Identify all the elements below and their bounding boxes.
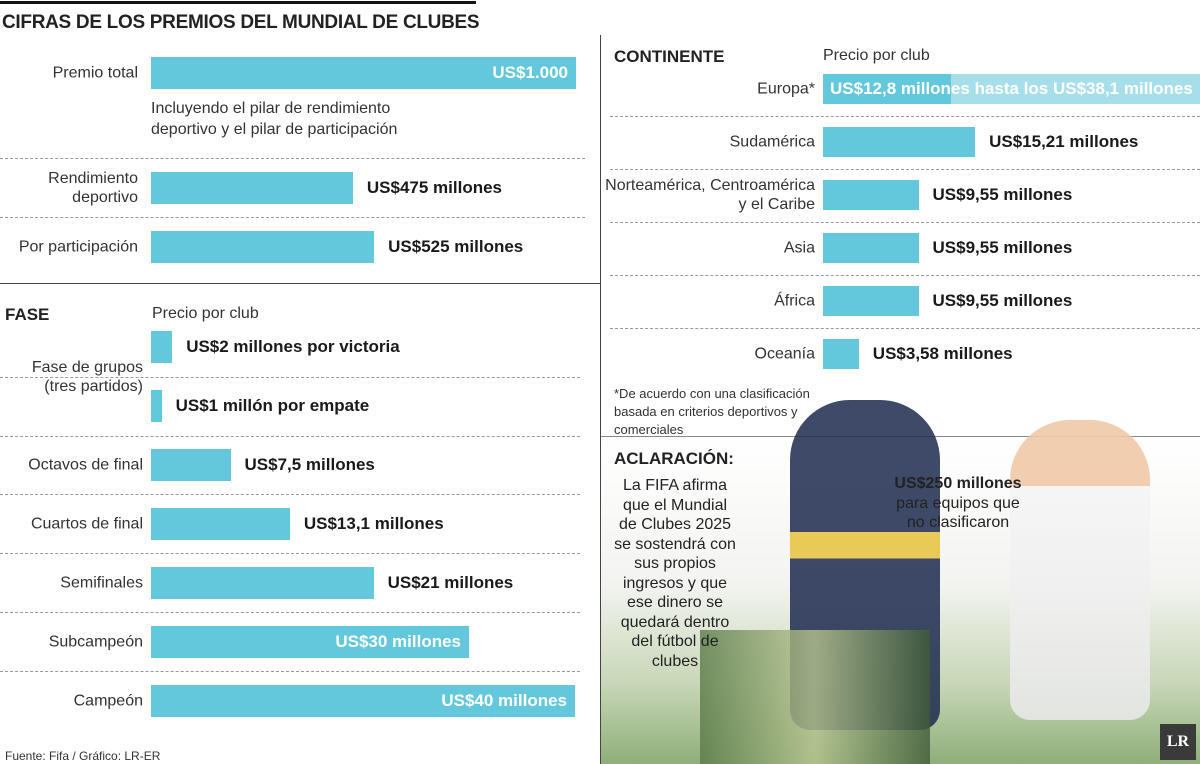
separator bbox=[610, 116, 1200, 117]
separator bbox=[0, 436, 580, 437]
value-label: US$9,55 millones bbox=[932, 291, 1073, 310]
separator bbox=[0, 158, 585, 159]
bar bbox=[823, 233, 919, 263]
value-label: US$9,55 millones bbox=[932, 238, 1073, 257]
value-label: US$2 millones por victoria bbox=[186, 337, 400, 356]
clarification-title: ACLARACIÓN: bbox=[614, 449, 734, 468]
bar bbox=[151, 508, 290, 540]
photo-player bbox=[1010, 420, 1150, 720]
note: *De acuerdo con una clasificación basada… bbox=[614, 386, 810, 437]
category-label: Fase de grupos (tres partidos) bbox=[31, 358, 143, 395]
value-label: US$40 millones bbox=[441, 691, 567, 710]
divider bbox=[0, 283, 600, 284]
logo: LR bbox=[1160, 724, 1196, 760]
bar bbox=[823, 180, 919, 210]
note: Incluyendo el pilar de rendimiento depor… bbox=[151, 100, 398, 138]
category-label: Octavos de final bbox=[28, 456, 143, 474]
value-label: US$15,21 millones bbox=[989, 132, 1139, 151]
subtitle: Precio por club bbox=[823, 47, 930, 64]
value-label: US$3,58 millones bbox=[872, 344, 1013, 363]
value-label: US$525 millones bbox=[388, 237, 524, 256]
category-label: Asia bbox=[783, 239, 815, 257]
bar bbox=[151, 172, 353, 204]
category-label: Semifinales bbox=[60, 574, 143, 592]
separator bbox=[610, 275, 1200, 276]
separator bbox=[0, 377, 580, 378]
source: Fuente: Fifa / Gráfico: LR-ER bbox=[5, 749, 161, 763]
section-title: FASE bbox=[5, 305, 50, 324]
bar bbox=[151, 685, 575, 717]
category-label: Oceanía bbox=[754, 345, 815, 363]
separator bbox=[0, 553, 580, 554]
subtitle: Precio por club bbox=[152, 305, 259, 322]
callout-value: US$250 millones bbox=[894, 475, 1022, 492]
section-title: CONTINENTE bbox=[614, 47, 725, 66]
divider bbox=[600, 35, 601, 764]
value-label: US$7,5 millones bbox=[244, 455, 375, 474]
category-label: Cuartos de final bbox=[30, 515, 143, 533]
value-label: US$21 millones bbox=[387, 573, 514, 592]
value-label: US$13,1 millones bbox=[303, 514, 444, 533]
bar bbox=[823, 127, 976, 157]
separator bbox=[0, 671, 580, 672]
value-label: US$9,55 millones bbox=[932, 185, 1073, 204]
clarification-text: La FIFA afirma que el Mundial de Clubes … bbox=[614, 477, 736, 670]
separator bbox=[610, 328, 1200, 329]
category-label: Campeón bbox=[73, 692, 143, 710]
value-label: US$1.000 bbox=[492, 63, 568, 82]
separator bbox=[610, 169, 1200, 170]
bar bbox=[823, 286, 919, 316]
category-label: Subcampeón bbox=[48, 633, 143, 651]
value-label: US$475 millones bbox=[366, 178, 502, 197]
value-label: US$30 millones bbox=[335, 632, 461, 651]
bar bbox=[151, 626, 469, 658]
callout-text: para equipos que no clasificaron bbox=[896, 494, 1020, 532]
bar bbox=[151, 231, 375, 263]
category-label: Premio total bbox=[52, 64, 138, 82]
callout: US$250 millones para equipos que no clas… bbox=[888, 474, 1028, 533]
category-label: Europa* bbox=[757, 80, 815, 98]
category-label: África bbox=[774, 292, 815, 310]
title-rule bbox=[0, 1, 476, 4]
category-label: Por participación bbox=[18, 238, 138, 256]
bar bbox=[151, 449, 231, 481]
title: CIFRAS DE LOS PREMIOS DEL MUNDIAL DE CLU… bbox=[2, 12, 480, 33]
separator bbox=[0, 217, 585, 218]
bar bbox=[823, 74, 951, 104]
value-label: US$12,8 millones hasta los US$38,1 millo… bbox=[830, 79, 1193, 98]
photo-trophy bbox=[700, 630, 930, 764]
bar bbox=[151, 567, 374, 599]
category-label: Norteamérica, Centroamérica y el Caribe bbox=[605, 177, 815, 213]
value-label: US$1 millón por empate bbox=[175, 396, 370, 415]
separator bbox=[0, 494, 580, 495]
bar bbox=[823, 339, 859, 369]
bar bbox=[151, 57, 576, 89]
separator bbox=[0, 612, 580, 613]
bar bbox=[151, 331, 173, 363]
category-label: Rendimiento deportivo bbox=[48, 170, 138, 206]
category-label: Sudamérica bbox=[729, 133, 815, 151]
separator bbox=[610, 222, 1200, 223]
bar bbox=[151, 390, 162, 422]
